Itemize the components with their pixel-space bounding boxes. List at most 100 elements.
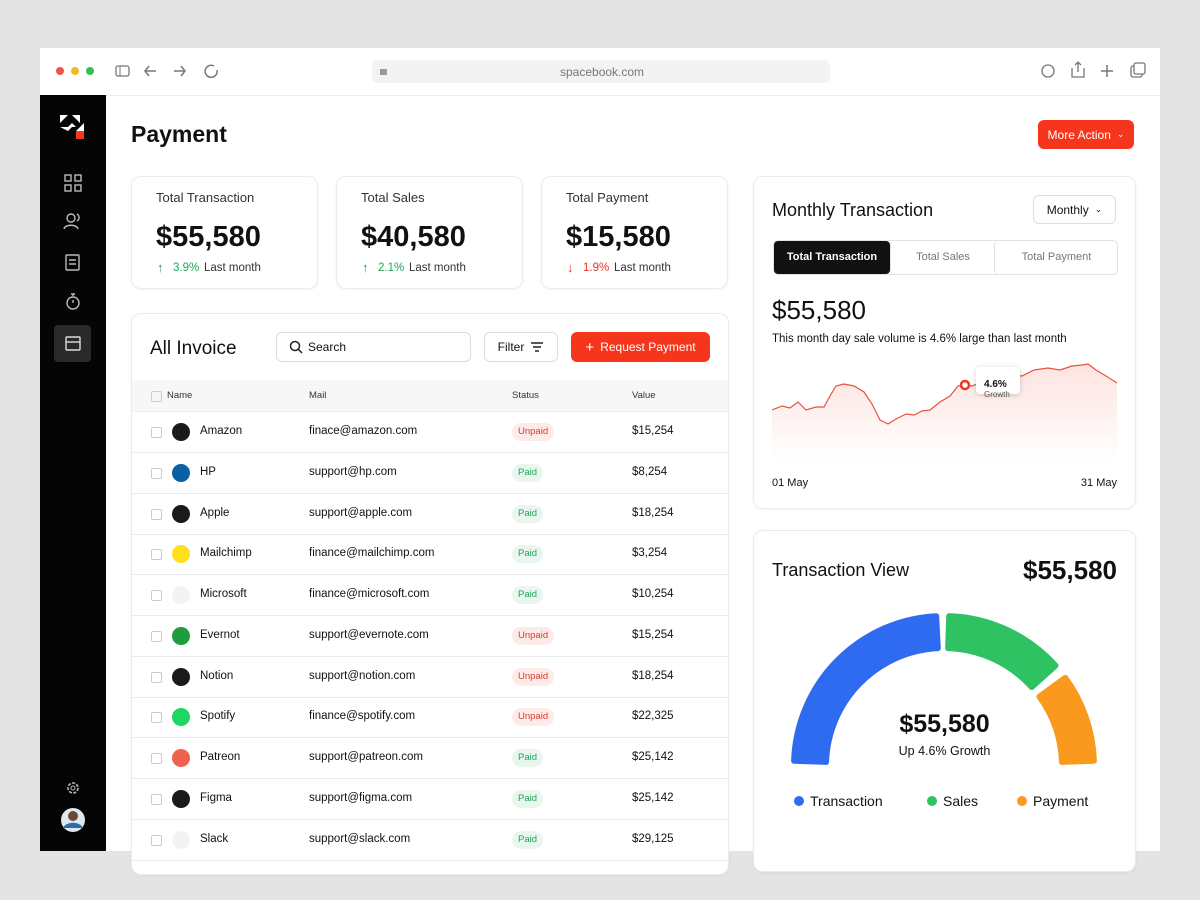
tab[interactable]: Total Sales (890, 241, 995, 274)
url[interactable]: spacebook.com (560, 65, 645, 79)
stat-card: Total Sales $40,580 ↑ 2.1% Last month (336, 176, 523, 289)
view-title: Transaction View (772, 560, 910, 580)
row-divider (132, 859, 728, 861)
stat-period: Last month (204, 262, 261, 274)
row-checkbox[interactable] (151, 549, 162, 561)
more-action-button[interactable]: More Action ⌄ (1038, 120, 1134, 149)
stat-change: 3.9% (173, 262, 200, 274)
company-mail: support@apple.com (309, 506, 413, 519)
company-name: Apple (200, 506, 230, 519)
company-name: Patreon (200, 751, 241, 763)
legend-label: Sales (943, 793, 979, 809)
row-divider (132, 737, 728, 739)
row-value: $15,254 (632, 628, 674, 641)
row-checkbox[interactable] (151, 590, 162, 601)
company-mail: support@patreon.com (309, 751, 423, 763)
gauge-segment (791, 613, 941, 765)
company-logo (172, 463, 190, 482)
legend-label: Transaction (810, 793, 883, 809)
company-name: Evernot (200, 628, 240, 641)
company-logo (172, 830, 190, 849)
row-checkbox[interactable] (151, 712, 162, 724)
period-select[interactable]: Monthly ⌄ (1033, 195, 1116, 224)
company-mail: finance@spotify.com (309, 710, 416, 723)
company-logo (172, 708, 190, 727)
company-name: HP (200, 465, 216, 478)
company-logo (172, 789, 190, 808)
row-value: $10,254 (632, 588, 674, 600)
status-pill: Paid (512, 749, 544, 767)
status-pill: Paid (512, 789, 544, 808)
stat-arrow: ↑ (362, 260, 369, 275)
tab[interactable]: Total Transaction (774, 241, 890, 274)
gauge-growth: Up 4.6% Growth (898, 744, 991, 758)
row-value: $22,325 (632, 710, 674, 723)
header-checkbox[interactable] (151, 391, 162, 402)
table-header (132, 380, 728, 412)
column-header: Status (512, 390, 539, 401)
filter-icon (531, 342, 544, 352)
row-checkbox[interactable] (151, 467, 162, 479)
end-date: 31 May (1080, 477, 1117, 489)
company-name: Mailchimp (200, 547, 252, 560)
legend-dot (927, 796, 937, 806)
invoice-title: All Invoice (150, 338, 237, 359)
row-divider (132, 778, 728, 779)
stat-label: Total Sales (361, 190, 425, 205)
monthly-note: This month day sale volume is 4.6% large… (772, 333, 1067, 345)
row-value: $25,142 (632, 751, 674, 763)
row-checkbox[interactable] (151, 671, 162, 683)
row-value: $25,142 (632, 791, 674, 804)
row-checkbox[interactable] (151, 753, 162, 764)
row-checkbox[interactable] (151, 793, 162, 805)
filter-button[interactable]: Filter (484, 332, 558, 362)
status-pill: Unpaid (512, 423, 555, 441)
company-logo (172, 667, 190, 686)
period-label: Monthly (1046, 202, 1089, 217)
sidebar (40, 95, 106, 851)
status-pill: Unpaid (512, 708, 555, 727)
tab[interactable]: Total Payment (994, 241, 1118, 274)
status-pill: Paid (512, 545, 544, 564)
stat-arrow: ↓ (567, 260, 574, 275)
badge-label: Growth (984, 390, 1010, 399)
company-name: Spotify (200, 710, 236, 723)
search-box[interactable]: Search (276, 332, 471, 362)
more-action-label: More Action (1047, 127, 1111, 142)
request-label: Request Payment (600, 340, 696, 354)
row-checkbox[interactable] (151, 427, 162, 438)
row-value: $3,254 (632, 547, 668, 560)
company-logo (172, 545, 190, 564)
status-pill: Paid (512, 586, 544, 604)
row-divider (132, 615, 728, 616)
row-checkbox[interactable] (151, 630, 162, 642)
company-mail: support@hp.com (309, 465, 397, 478)
line-chart (772, 363, 1117, 462)
row-divider (132, 492, 728, 494)
row-checkbox[interactable] (151, 508, 162, 520)
stat-card: Total Transaction $55,580 ↑ 3.9% Last month (131, 176, 318, 289)
page-title: Payment (131, 121, 227, 147)
row-checkbox[interactable] (151, 834, 162, 846)
company-mail: support@slack.com (309, 832, 411, 845)
legend-dot (794, 796, 804, 806)
search-icon (289, 340, 303, 354)
row-value: $15,254 (632, 425, 674, 437)
search-placeholder: Search (308, 340, 347, 354)
request-payment-button[interactable]: + Request Payment (571, 332, 710, 362)
legend-dot (1017, 796, 1027, 806)
stat-value: $15,580 (566, 221, 671, 253)
status-pill: Paid (512, 504, 544, 523)
row-divider (132, 574, 728, 576)
toolbar-icons (56, 60, 1146, 83)
company-mail: support@evernote.com (309, 628, 429, 641)
company-mail: finance@mailchimp.com (309, 547, 435, 560)
sidebar-icons[interactable] (40, 95, 106, 851)
stat-value: $40,580 (361, 221, 466, 253)
company-mail: support@figma.com (309, 791, 413, 804)
stat-arrow: ↑ (157, 260, 164, 275)
company-mail: finance@microsoft.com (309, 588, 430, 600)
stat-label: Total Payment (566, 190, 649, 205)
stat-value: $55,580 (156, 221, 261, 253)
row-divider (132, 655, 728, 657)
